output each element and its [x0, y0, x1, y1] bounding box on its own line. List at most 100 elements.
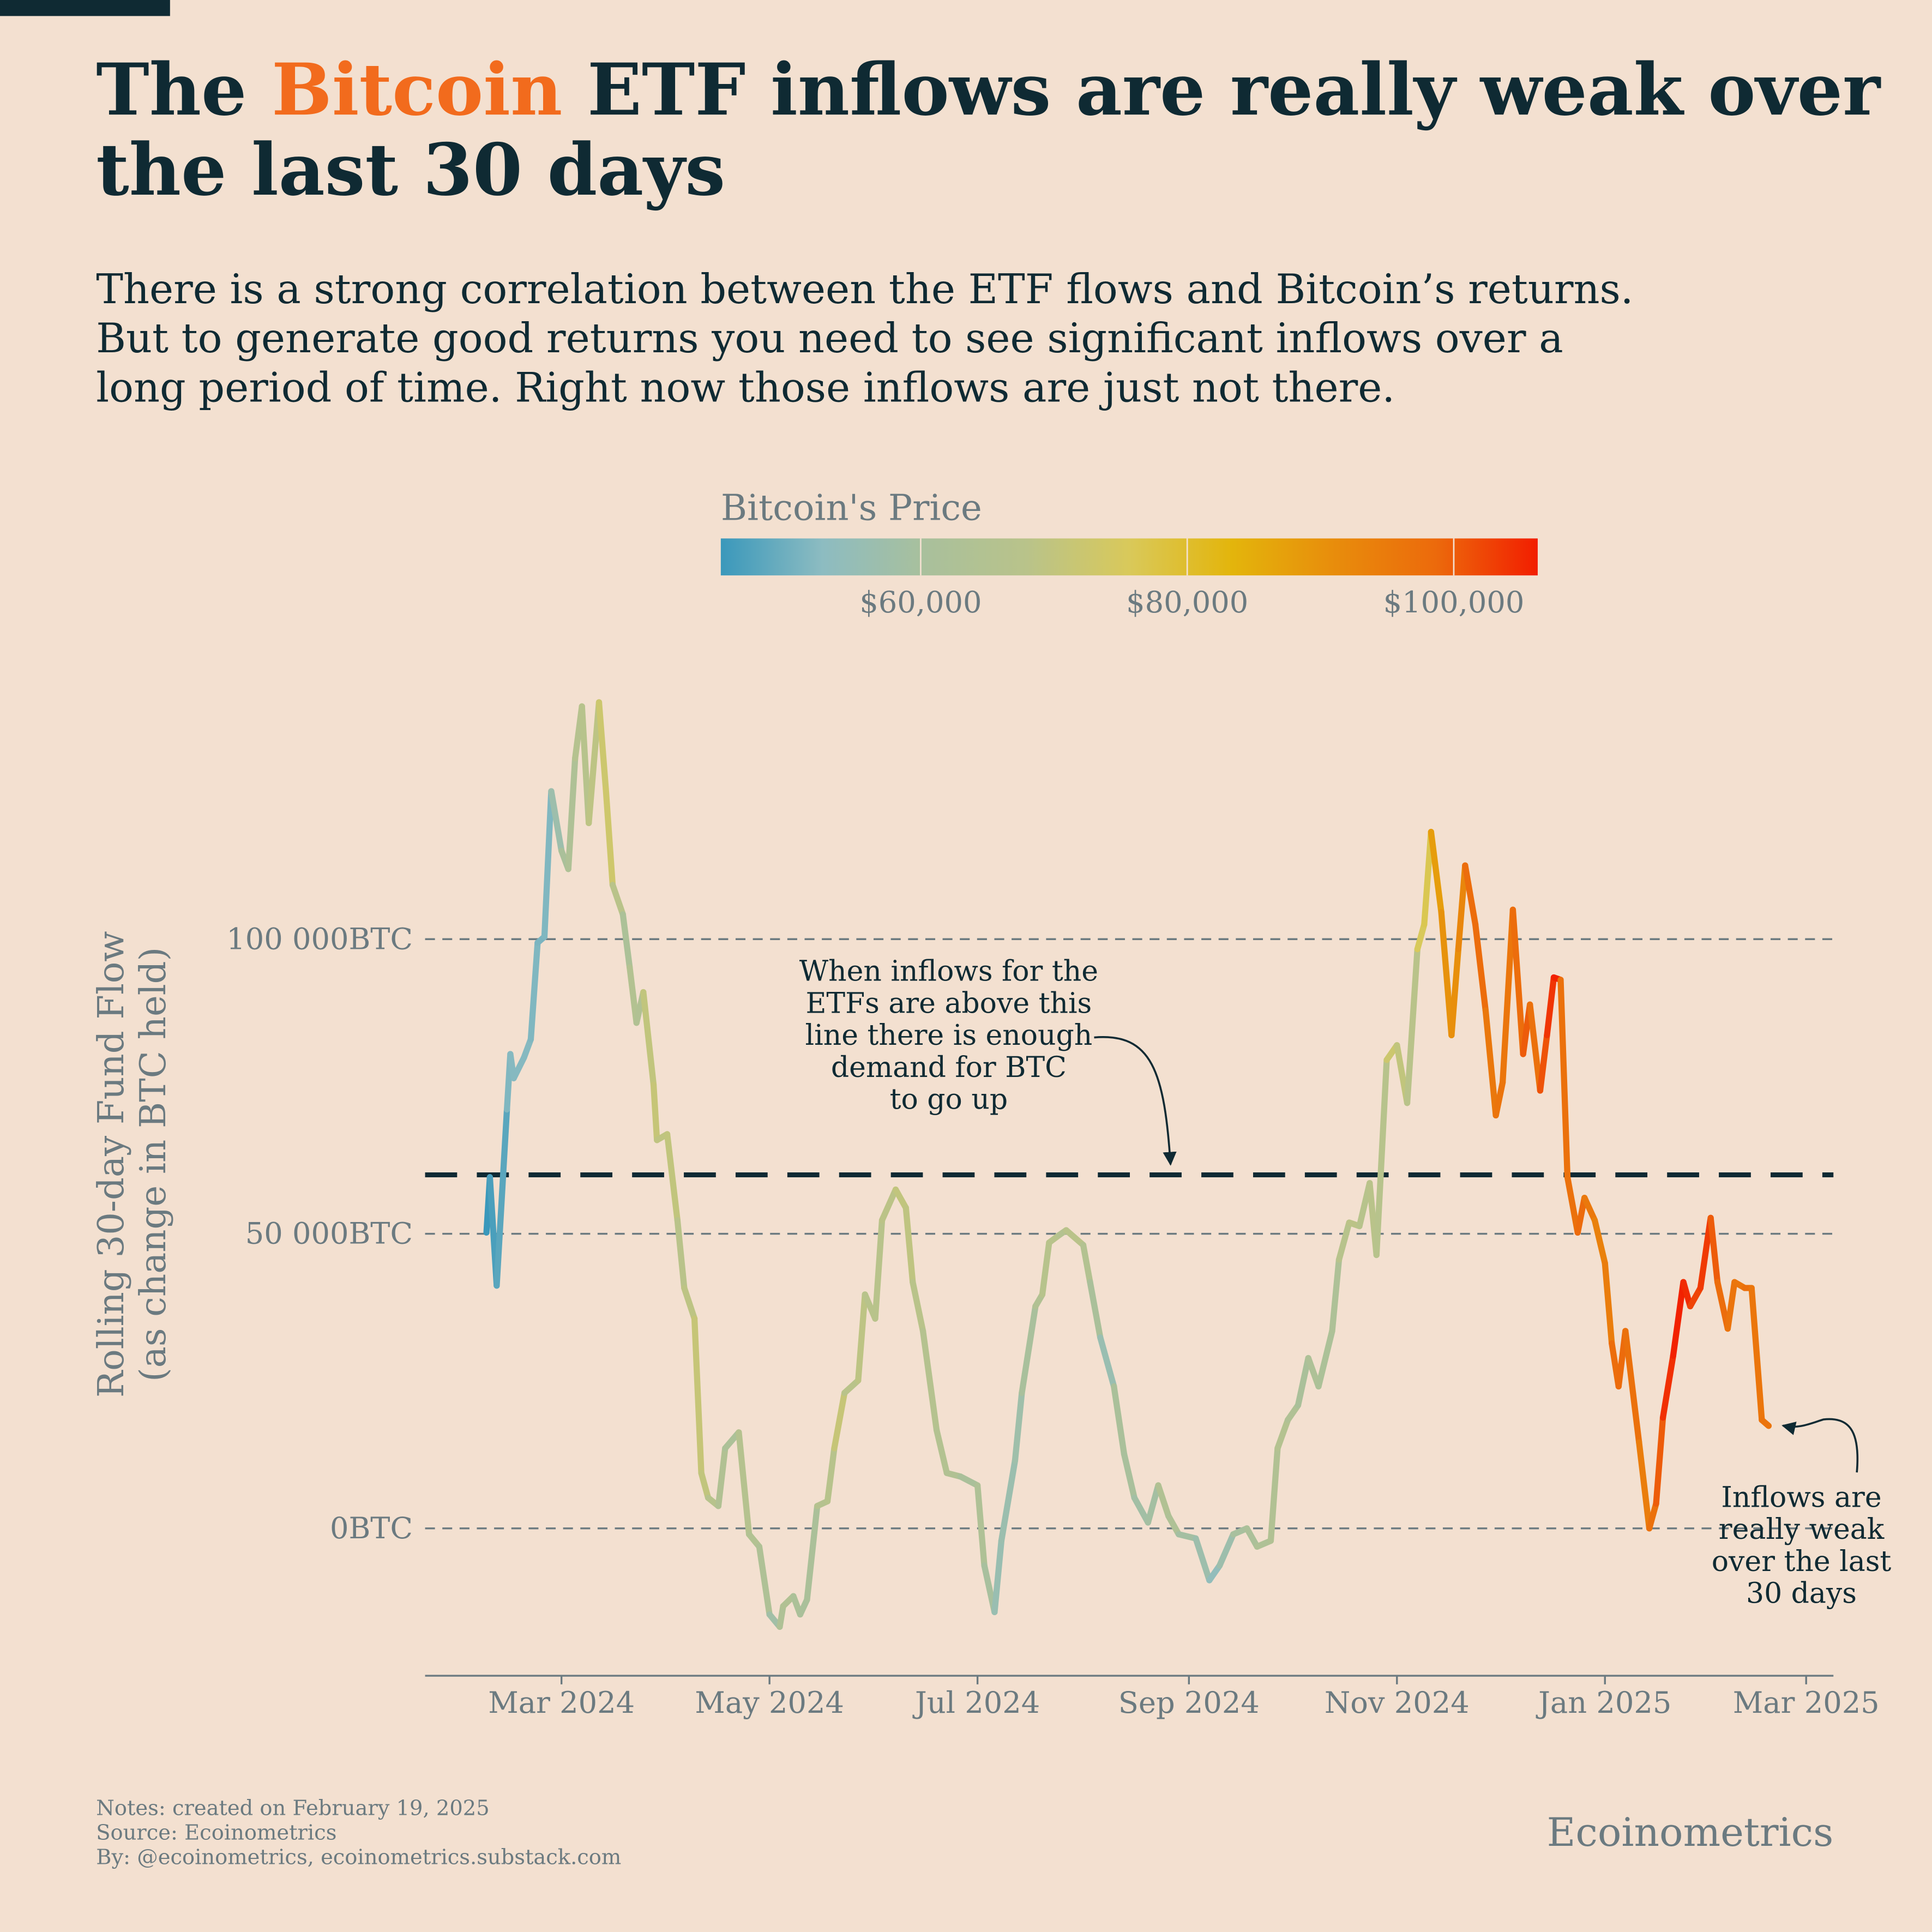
footer-note: By: @ecoinometrics, ecoinometrics.substa… — [96, 1845, 621, 1870]
line-segment — [831, 1389, 848, 1452]
line-segment — [1315, 1328, 1335, 1390]
line-segment — [1509, 906, 1526, 1057]
line-segment — [855, 1291, 868, 1384]
line-segment — [650, 1081, 660, 1143]
line-segment — [1012, 1389, 1025, 1464]
subtitle-line: long period of time. Right now those inf… — [96, 364, 1395, 412]
x-tick-label: Jul 2024 — [912, 1686, 1040, 1720]
subtitle: There is a strong correlation between th… — [96, 266, 1633, 412]
annotation-arrow — [1094, 1036, 1177, 1166]
line-segment — [919, 1328, 940, 1434]
line-segment — [1527, 1001, 1544, 1094]
line-segment — [1216, 1531, 1237, 1569]
annotation: over the last — [1712, 1545, 1892, 1578]
line-segment — [595, 699, 609, 792]
line-segment — [1455, 862, 1468, 953]
line-segment — [1748, 1285, 1765, 1423]
line-segment — [541, 788, 555, 940]
line-segment — [1591, 1217, 1608, 1267]
line-segment — [1482, 1007, 1499, 1119]
line-segment — [565, 755, 579, 872]
title-highlight: Bitcoin — [272, 47, 562, 131]
line-segment — [1295, 1355, 1311, 1409]
line-segment — [933, 1427, 950, 1476]
line-segment — [1145, 1482, 1161, 1526]
line-segment — [1063, 1227, 1087, 1248]
title-text: The — [96, 47, 272, 131]
line-segment — [804, 1503, 821, 1603]
colorbar-title: Bitcoin's Price — [721, 487, 982, 529]
line-segment — [715, 1445, 729, 1509]
annotation: to go up — [890, 1084, 1008, 1116]
x-tick-label: Sep 2024 — [1118, 1686, 1260, 1720]
line-segment — [1335, 1219, 1352, 1263]
line-segment — [1472, 921, 1489, 1014]
line-segment — [586, 699, 603, 827]
line-segment — [619, 911, 633, 971]
annotation: demand for BTC — [831, 1051, 1067, 1084]
line-segment — [1121, 1451, 1137, 1501]
line-segment — [777, 1603, 786, 1630]
line-segment — [1165, 1513, 1182, 1538]
annotation-arrow — [1781, 1418, 1859, 1473]
y-tick-label: 50 000BTC — [245, 1217, 413, 1251]
line-segment — [521, 1036, 534, 1061]
chart-title: the last 30 days — [96, 128, 725, 212]
annotation: line there is enough — [805, 1019, 1092, 1052]
line-segment — [510, 1054, 527, 1081]
line-segment — [1131, 1495, 1151, 1526]
line-segment — [1087, 1279, 1104, 1341]
line-segment — [1404, 946, 1421, 1106]
line-segment — [1080, 1242, 1093, 1285]
line-segment — [910, 1279, 926, 1334]
line-segment — [1019, 1303, 1039, 1396]
annotation: really weak — [1719, 1513, 1885, 1546]
annotation: Inflows are — [1721, 1481, 1881, 1514]
line-segment — [1557, 977, 1571, 1181]
line-segment — [603, 786, 616, 888]
line-segment — [1097, 1334, 1117, 1390]
line-segment — [902, 1205, 916, 1285]
line-segment — [1438, 908, 1455, 1039]
y-axis-label: (as change in BTC held) — [133, 947, 174, 1382]
line-segment — [1373, 1057, 1390, 1259]
line-segment — [878, 1186, 899, 1224]
line-segment — [674, 1217, 688, 1291]
line-segment — [1574, 1194, 1588, 1236]
line-segment — [1653, 1415, 1666, 1507]
annotation: When inflows for the — [799, 955, 1098, 988]
line-segment — [640, 989, 657, 1088]
footer-note: Source: Ecoinometrics — [96, 1821, 336, 1845]
colorbar — [720, 538, 1538, 576]
footer-note: Notes: created on February 19, 2025 — [96, 1796, 489, 1820]
line-segment — [1499, 906, 1516, 1086]
line-segment — [991, 1537, 1005, 1615]
line-segment — [493, 1106, 510, 1289]
subtitle-line: There is a strong correlation between th… — [96, 266, 1633, 313]
line-segment — [736, 1429, 753, 1538]
title-text: ETF inflows are really weak over — [562, 47, 1881, 131]
x-tick-label: Jan 2025 — [1536, 1686, 1671, 1720]
line-segment — [1462, 862, 1479, 928]
line-segment — [872, 1217, 886, 1322]
line-segment — [1274, 1417, 1291, 1452]
line-segment — [1111, 1383, 1128, 1458]
line-segment — [1636, 1439, 1653, 1532]
subtitle-line: But to generate good returns you need to… — [96, 315, 1563, 362]
line-segment — [1544, 974, 1557, 1039]
line-segment — [1670, 1279, 1687, 1359]
x-tick-label: Mar 2024 — [488, 1686, 635, 1720]
line-segment — [681, 1285, 698, 1322]
line-segment — [1759, 1417, 1772, 1429]
line-segment — [1687, 1285, 1704, 1310]
line-segment — [548, 788, 565, 854]
y-tick-label: 0BTC — [330, 1511, 413, 1545]
colorbar-tick-label: $60,000 — [859, 585, 982, 619]
line-segment — [1243, 1525, 1261, 1550]
line-segment — [1564, 1174, 1581, 1236]
line-segment — [957, 1473, 981, 1489]
line-segment — [1329, 1256, 1343, 1334]
line-segment — [1602, 1260, 1615, 1347]
